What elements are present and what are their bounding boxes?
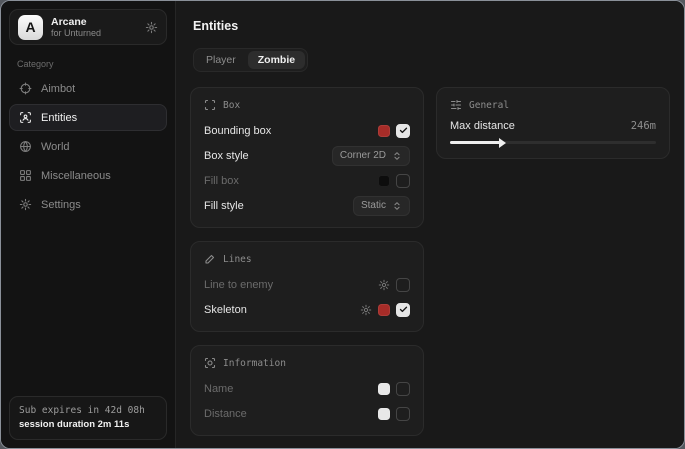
- app-header-card: A Arcane for Unturned: [9, 9, 167, 45]
- color-swatch[interactable]: [378, 382, 390, 395]
- sidebar-item-label: Miscellaneous: [41, 169, 111, 182]
- page-title: Entities: [193, 19, 239, 33]
- sidebar-item-settings[interactable]: Settings: [9, 191, 167, 218]
- setting-row: Fill box: [204, 170, 410, 191]
- setting-row: Distance: [204, 403, 410, 424]
- color-swatch[interactable]: [378, 303, 390, 316]
- setting-label: Max distance: [450, 120, 515, 132]
- card-title: Information: [223, 357, 286, 369]
- checkbox[interactable]: [396, 277, 410, 292]
- sidebar-item-entities[interactable]: Entities: [9, 104, 167, 131]
- globe-icon: [19, 140, 32, 153]
- sidebar-item-miscellaneous[interactable]: Miscellaneous: [9, 162, 167, 189]
- sliders-icon: [450, 99, 462, 111]
- gear-icon: [19, 198, 32, 211]
- color-swatch[interactable]: [378, 407, 390, 420]
- information-card: Information Name Distance: [190, 345, 424, 436]
- sidebar: A Arcane for Unturned Category A: [1, 1, 176, 448]
- checkbox[interactable]: [396, 406, 410, 421]
- category-label: Category: [17, 59, 54, 69]
- main-panel: Entities Player Zombie Box: [176, 1, 684, 448]
- info-scan-icon: [204, 357, 216, 369]
- checkbox[interactable]: [396, 173, 410, 188]
- crosshair-icon: [19, 82, 32, 95]
- sidebar-item-label: Entities: [41, 111, 78, 124]
- chevron-up-down-icon: [392, 151, 402, 161]
- general-card: General Max distance 246m: [436, 87, 670, 159]
- app-logo: A: [18, 14, 43, 40]
- setting-row: Box style Corner 2D: [204, 145, 410, 166]
- scan-corners-icon: [204, 99, 216, 111]
- entity-tabs: Player Zombie: [193, 48, 309, 72]
- setting-label: Box style: [204, 149, 249, 162]
- setting-label: Name: [204, 382, 234, 395]
- sub-expiry-text: Sub expires in 42d 08h: [19, 404, 145, 416]
- box-card: Box Bounding box Box style: [190, 87, 424, 228]
- session-duration-text: session duration 2m 11s: [19, 418, 130, 430]
- sidebar-item-label: World: [41, 140, 70, 153]
- app-name: Arcane: [51, 15, 87, 28]
- setting-label: Fill style: [204, 199, 244, 212]
- checkbox[interactable]: [396, 123, 410, 138]
- card-title: Lines: [223, 253, 252, 265]
- setting-label: Fill box: [204, 174, 239, 187]
- max-distance-slider[interactable]: [450, 137, 656, 148]
- tab-player[interactable]: Player: [206, 54, 236, 66]
- color-swatch[interactable]: [378, 124, 390, 137]
- lines-card: Lines Line to enemy: [190, 241, 424, 332]
- gear-icon[interactable]: [145, 21, 158, 34]
- setting-label: Line to enemy: [204, 278, 274, 291]
- setting-row: Fill style Static: [204, 195, 410, 216]
- box-style-select[interactable]: Corner 2D: [331, 145, 410, 166]
- setting-row: Line to enemy: [204, 274, 410, 295]
- slider-handle[interactable]: [498, 137, 506, 148]
- checkbox[interactable]: [396, 302, 410, 317]
- grid-icon: [19, 169, 32, 182]
- sidebar-item-label: Aimbot: [41, 82, 76, 95]
- sidebar-nav: Aimbot Entities World: [9, 75, 167, 218]
- setting-label: Skeleton: [204, 303, 247, 316]
- setting-label: Distance: [204, 407, 247, 420]
- scan-person-icon: [19, 111, 32, 124]
- subscription-card: Sub expires in 42d 08h session duration …: [9, 395, 167, 440]
- checkbox[interactable]: [396, 381, 410, 396]
- setting-row: Bounding box: [204, 120, 410, 141]
- tab-zombie[interactable]: Zombie: [247, 51, 306, 69]
- chevron-up-down-icon: [392, 201, 402, 211]
- max-distance-value: 246m: [630, 120, 656, 132]
- sidebar-item-world[interactable]: World: [9, 133, 167, 160]
- setting-row: Name: [204, 378, 410, 399]
- setting-row: Skeleton: [204, 299, 410, 320]
- sidebar-item-label: Settings: [41, 198, 81, 211]
- slider-fill: [450, 141, 501, 144]
- fill-style-select[interactable]: Static: [352, 195, 410, 216]
- app-subtitle: for Unturned: [51, 27, 102, 38]
- pencil-icon: [204, 253, 216, 265]
- gear-icon[interactable]: [378, 279, 390, 291]
- card-title: Box: [223, 99, 241, 111]
- sidebar-item-aimbot[interactable]: Aimbot: [9, 75, 167, 102]
- color-swatch[interactable]: [378, 174, 390, 187]
- gear-icon[interactable]: [360, 304, 372, 316]
- card-title: General: [469, 99, 510, 111]
- setting-label: Bounding box: [204, 124, 272, 137]
